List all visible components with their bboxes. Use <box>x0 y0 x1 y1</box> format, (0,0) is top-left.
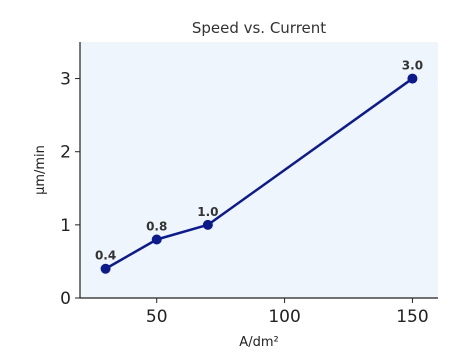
data-label: 0.8 <box>146 219 167 233</box>
x-tick-label: 100 <box>268 307 300 327</box>
x-axis-label: A/dm² <box>239 335 278 350</box>
x-axis: 50 100 150 <box>80 297 438 327</box>
x-tick-label: 50 <box>146 307 168 327</box>
data-label: 0.4 <box>95 249 116 263</box>
data-point <box>151 234 162 245</box>
data-point <box>100 263 111 274</box>
data-point <box>407 73 418 84</box>
series-layer: 0.4 0.8 1.0 3.0 <box>95 59 423 274</box>
x-tick-label: 150 <box>396 307 428 327</box>
data-point <box>202 219 213 230</box>
plot-area <box>80 42 438 298</box>
data-label: 3.0 <box>402 59 423 73</box>
data-label: 1.0 <box>197 205 218 219</box>
y-tick-label: 0 <box>60 289 71 309</box>
y-tick-label: 2 <box>60 143 71 163</box>
series-line <box>104 77 414 270</box>
chart-title: Speed vs. Current <box>192 19 326 37</box>
y-axis: 0 1 2 3 <box>60 42 81 309</box>
y-axis-label: µm/min <box>33 145 48 195</box>
y-tick-label: 1 <box>60 216 71 236</box>
y-tick-label: 3 <box>60 70 71 90</box>
